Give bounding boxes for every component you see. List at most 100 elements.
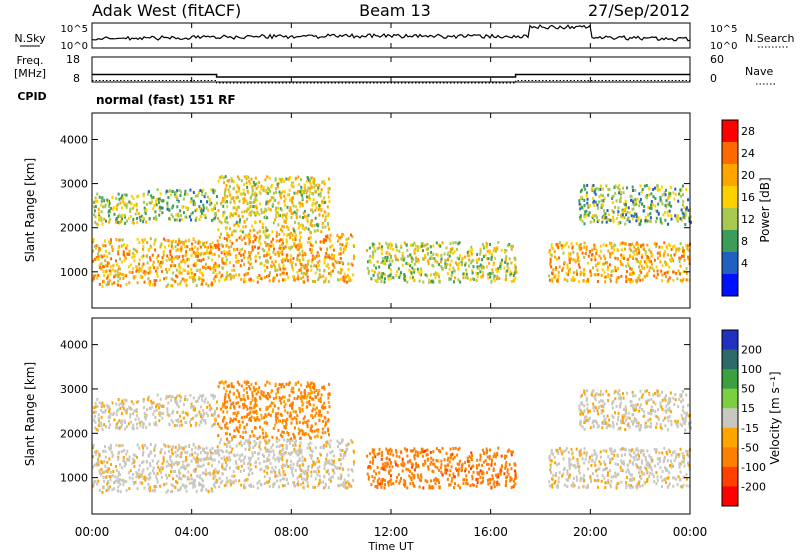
velocity-cell bbox=[297, 483, 300, 487]
power-cell bbox=[266, 186, 269, 190]
velocity-cell bbox=[392, 482, 395, 486]
power-cell bbox=[253, 228, 256, 232]
velocity-cell bbox=[469, 456, 472, 460]
power-cell bbox=[199, 268, 202, 272]
power-cell bbox=[262, 188, 265, 192]
velocity-cell bbox=[181, 411, 184, 415]
power-cell bbox=[617, 266, 620, 270]
power-cell bbox=[148, 247, 151, 251]
power-cell bbox=[237, 195, 240, 199]
velocity-cell bbox=[322, 406, 325, 410]
velocity-cell bbox=[248, 472, 251, 476]
velocity-cell bbox=[265, 480, 268, 484]
velocity-cell bbox=[298, 406, 301, 410]
power-cell bbox=[373, 242, 376, 246]
power-cell bbox=[385, 259, 388, 263]
velocity-cell bbox=[275, 418, 278, 422]
power-cell bbox=[386, 244, 389, 248]
velocity-cell bbox=[224, 401, 227, 405]
power-cell bbox=[328, 237, 331, 241]
power-cell bbox=[178, 238, 181, 242]
velocity-cell bbox=[386, 461, 389, 465]
power-cell bbox=[311, 203, 314, 207]
power-cell bbox=[129, 210, 132, 214]
velocity-cell bbox=[123, 464, 126, 468]
velocity-cell bbox=[452, 457, 455, 461]
power-cell bbox=[668, 201, 671, 205]
power-cell bbox=[94, 246, 97, 250]
velocity-cell bbox=[310, 465, 313, 469]
velocity-cell bbox=[389, 447, 392, 451]
velocity-cell bbox=[96, 450, 99, 454]
power-cell bbox=[149, 283, 152, 287]
velocity-cell bbox=[371, 475, 374, 479]
velocity-cell bbox=[324, 424, 327, 428]
power-cell bbox=[324, 276, 327, 280]
power-cell bbox=[597, 273, 600, 277]
power-cell bbox=[433, 256, 436, 260]
power-cell bbox=[488, 272, 491, 276]
power-cell bbox=[652, 195, 655, 199]
power-cell bbox=[434, 259, 437, 263]
power-cell bbox=[204, 266, 207, 270]
power-cell bbox=[248, 232, 251, 236]
power-cell bbox=[109, 238, 112, 242]
power-cell bbox=[247, 191, 250, 195]
velocity-cell bbox=[221, 464, 224, 468]
power-cell bbox=[648, 269, 651, 273]
power-cell bbox=[352, 257, 355, 261]
power-cell bbox=[573, 258, 576, 262]
power-cell bbox=[646, 273, 649, 277]
velocity-cell bbox=[149, 472, 152, 476]
power-cell bbox=[333, 253, 336, 257]
velocity-cell bbox=[184, 445, 187, 449]
velocity-cell bbox=[253, 426, 256, 430]
velocity-cell bbox=[336, 445, 339, 449]
velocity-cell bbox=[341, 466, 344, 470]
velocity-cell bbox=[123, 461, 126, 465]
power-cell bbox=[648, 260, 651, 264]
velocity-cell bbox=[348, 485, 351, 489]
velocity-cell bbox=[276, 416, 279, 420]
velocity-cell bbox=[196, 457, 199, 461]
velocity-cell bbox=[291, 401, 294, 405]
velocity-cell bbox=[326, 441, 329, 445]
velocity-cell bbox=[490, 461, 493, 465]
power-cell bbox=[664, 250, 667, 254]
velocity-cell bbox=[352, 460, 355, 464]
power-cell bbox=[604, 257, 607, 261]
power-cell bbox=[221, 257, 224, 261]
velocity-cell bbox=[468, 464, 471, 468]
power-cell bbox=[271, 260, 274, 264]
power-cell bbox=[136, 281, 139, 285]
velocity-cell bbox=[119, 482, 122, 486]
velocity-cell bbox=[156, 477, 159, 481]
velocity-cell bbox=[227, 451, 230, 455]
power-cell bbox=[661, 245, 664, 249]
velocity-cell bbox=[432, 470, 435, 474]
velocity-cell bbox=[249, 468, 252, 472]
power-cell bbox=[632, 214, 635, 218]
velocity-cell bbox=[96, 463, 99, 467]
power-cell bbox=[168, 217, 171, 221]
velocity-cell bbox=[104, 464, 107, 468]
power-cell bbox=[287, 246, 290, 250]
power-cell bbox=[616, 216, 619, 220]
power-cell bbox=[598, 261, 601, 265]
velocity-cell bbox=[210, 413, 213, 417]
power-cell bbox=[181, 254, 184, 258]
power-cell bbox=[223, 278, 226, 282]
power-cell bbox=[132, 247, 135, 251]
power-cell bbox=[288, 176, 291, 180]
velocity-cell bbox=[282, 431, 285, 435]
velocity-cell bbox=[105, 475, 108, 479]
power-cell bbox=[646, 219, 649, 223]
power-cell bbox=[435, 241, 438, 245]
power-cell bbox=[264, 233, 267, 237]
power-cell bbox=[290, 254, 293, 258]
power-cell bbox=[318, 273, 321, 277]
power-cell bbox=[317, 186, 320, 190]
velocity-cell bbox=[137, 400, 140, 404]
power-cell bbox=[269, 208, 272, 212]
